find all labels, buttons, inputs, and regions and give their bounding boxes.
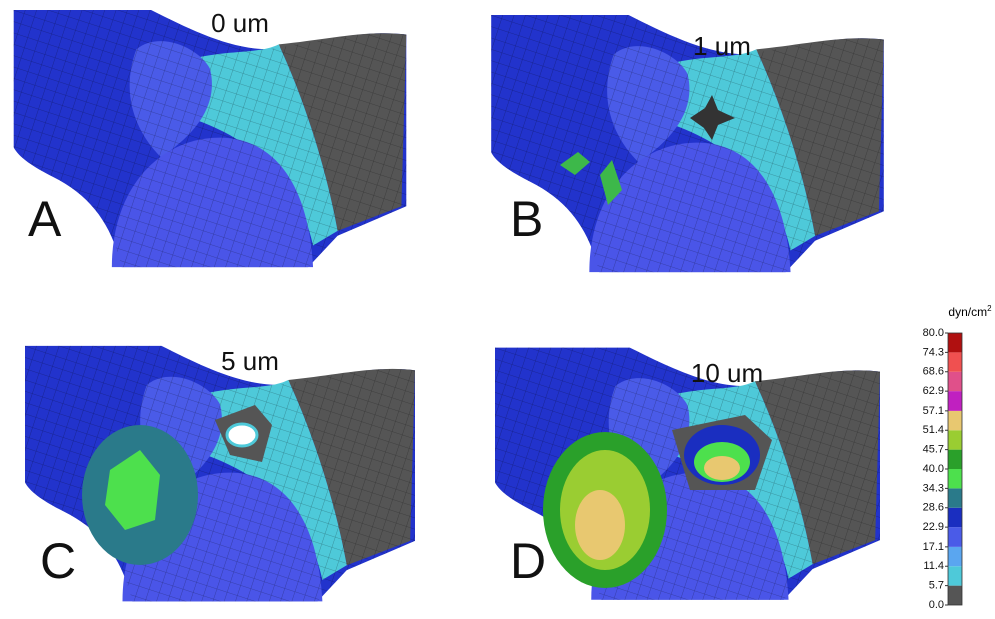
colorbar-band [948,430,962,449]
mesh-render [25,346,415,601]
colorbar-band [948,488,962,507]
hole [227,424,257,446]
colorbar-tick-label: 0.0 [929,599,944,611]
panel-title: 10 um [691,358,763,388]
colorbar-unit: dyn/cm2 [948,304,992,319]
colorbar-tick-label: 34.3 [923,482,944,494]
colorbar-tick-label: 45.7 [923,444,944,456]
panel-title: 0 um [211,8,269,38]
colorbar-band [948,469,962,488]
hole-floor [704,456,740,480]
bulge-peak [575,490,625,560]
colorbar-band [948,411,962,430]
mesh-render [491,15,884,272]
colorbar-band [948,450,962,469]
colorbar-band [948,586,962,605]
colorbar-band [948,333,962,352]
colorbar-tick-label: 57.1 [923,405,944,417]
colorbar-tick-label: 11.4 [923,560,944,572]
figure: 0 um 1 um 5 um 10 um A B C D dyn/cm2 0.0… [0,0,995,619]
panel-b [491,15,884,272]
panel-a [14,10,407,267]
colorbar-band [948,547,962,566]
panel-d [495,348,880,600]
colorbar-band [948,372,962,391]
colorbar-tick-label: 68.6 [923,366,944,378]
colorbar: 0.0 5.7 11.4 17.1 22.9 28.6 34.3 40.0 45.7 51.4 57… [923,327,962,611]
colorbar-tick-label: 22.9 [923,521,944,533]
colorbar-tick-label: 80.0 [923,327,944,339]
colorbar-band [948,508,962,527]
panel-c [25,346,415,601]
colorbar-tick-label: 40.0 [923,463,944,475]
panel-letter: C [40,533,76,589]
colorbar-tick-label: 62.9 [923,385,944,397]
colorbar-band [948,391,962,411]
colorbar-tick-label: 17.1 [923,541,944,553]
unit: dyn/cm [948,305,987,319]
panel-title: 5 um [221,346,279,376]
colorbar-band [948,352,962,371]
mesh-render [14,10,407,267]
panel-letter: B [510,191,543,247]
colorbar-band [948,566,962,585]
colorbar-band [948,527,962,547]
colorbar-tick-label: 28.6 [923,502,944,514]
colorbar-tick-label: 74.3 [923,346,944,358]
panel-letter: A [28,191,62,247]
panel-title: 1 um [693,31,751,61]
colorbar-tick-label: 5.7 [929,580,944,592]
panel-letter: D [510,533,546,589]
colorbar-tick-label: 51.4 [923,424,944,436]
unit-superscript: 2 [987,304,992,313]
